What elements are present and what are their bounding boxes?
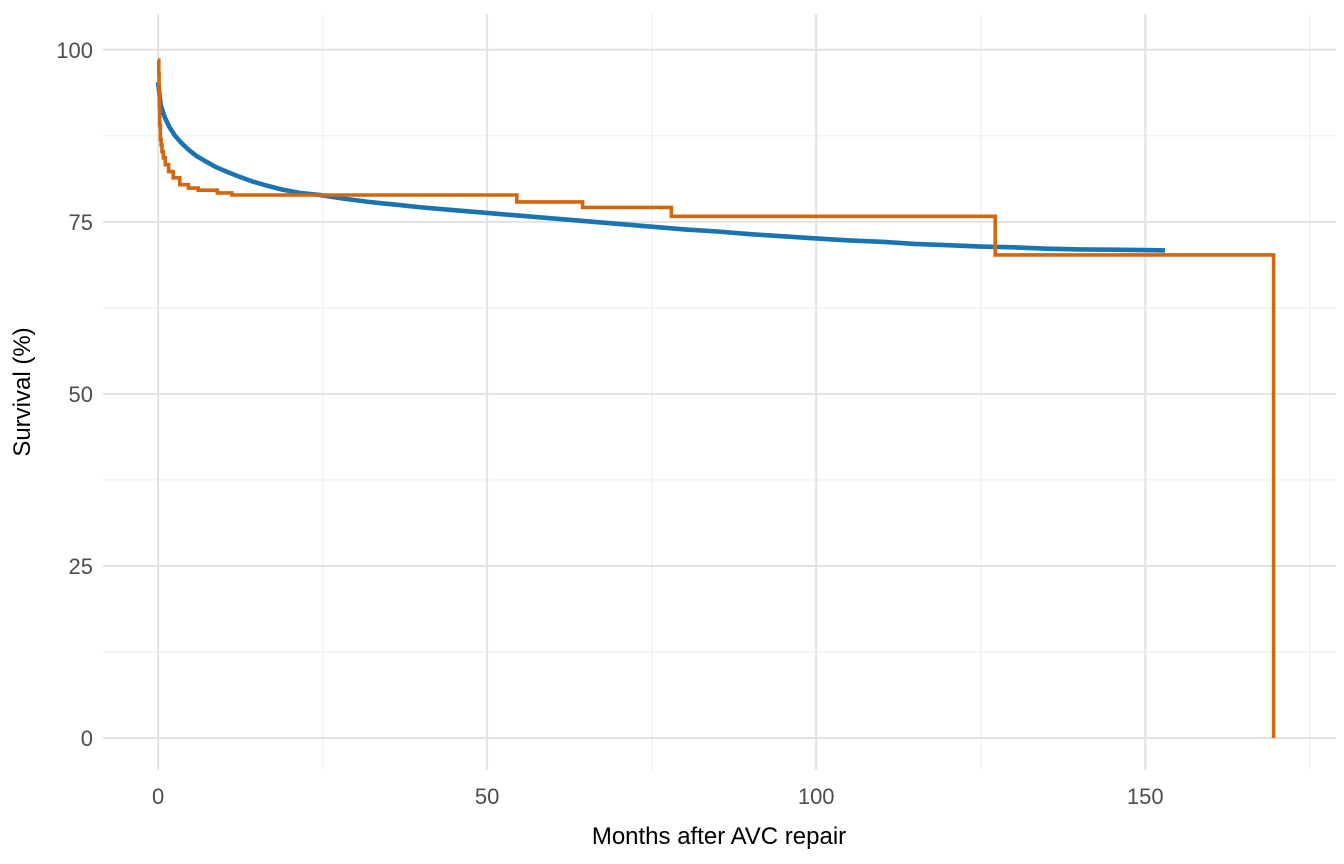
y-tick-label: 50: [69, 382, 93, 407]
x-tick-label: 50: [475, 784, 499, 809]
gridlines-major: [103, 14, 1336, 770]
x-tick-label: 0: [152, 784, 164, 809]
observed-kaplan-meier-curve: [157, 58, 1276, 738]
y-tick-label: 100: [56, 38, 93, 63]
x-axis-title: Months after AVC repair: [592, 823, 846, 850]
y-axis-tick-labels: 0 25 50 75 100: [56, 38, 93, 751]
y-tick-label: 0: [81, 726, 93, 751]
gridlines-minor: [103, 14, 1336, 770]
survival-curves: [155, 58, 1276, 738]
parametric-model-curve: [155, 81, 1166, 253]
x-axis-tick-labels: 0 50 100 150: [152, 784, 1164, 809]
x-tick-label: 150: [1127, 784, 1164, 809]
y-axis-title: Survival (%): [9, 327, 36, 456]
y-tick-label: 75: [69, 210, 93, 235]
y-tick-label: 25: [69, 554, 93, 579]
x-tick-label: 100: [798, 784, 835, 809]
